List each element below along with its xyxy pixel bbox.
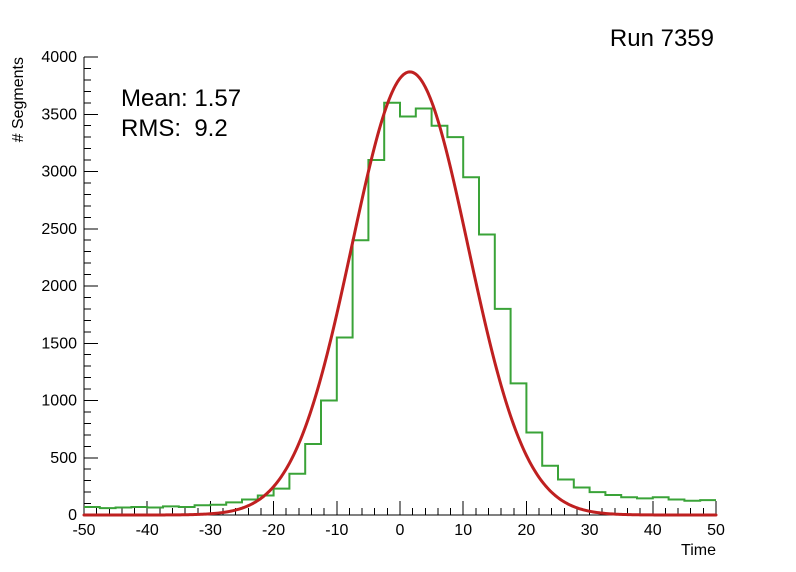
y-tick-label: 500	[50, 450, 77, 467]
stat-rms: RMS: 9.2	[121, 115, 228, 142]
y-tick-label: 4000	[41, 49, 77, 66]
x-tick-label: 50	[707, 522, 725, 539]
y-tick-label: 1000	[41, 393, 77, 410]
y-tick-label: 3000	[41, 164, 77, 181]
y-axis-title: # Segments	[10, 57, 27, 142]
x-tick-label: -40	[136, 522, 159, 539]
plot-layer: -50 -40 -30 -20 -10 0 10 20 30 40 5005001000150020…	[41, 49, 725, 539]
y-tick-label: 1500	[41, 335, 77, 352]
x-tick-label: 20	[518, 522, 536, 539]
x-tick-label: -20	[262, 522, 285, 539]
x-tick-label: 30	[581, 522, 599, 539]
x-tick-label: -30	[199, 522, 222, 539]
fit-curve	[82, 70, 718, 517]
y-tick-label: 2500	[41, 221, 77, 238]
x-tick-label: -50	[72, 522, 95, 539]
x-tick-label: -10	[325, 522, 348, 539]
stat-mean: Mean: 1.57	[121, 85, 241, 112]
x-axis-title: Time	[681, 542, 716, 559]
y-tick-label: 3500	[41, 106, 77, 123]
y-tick-label: 0	[68, 507, 77, 524]
plot-title: Run 7359	[610, 25, 714, 52]
x-tick-label: 40	[644, 522, 662, 539]
histogram-line	[84, 101, 716, 510]
x-tick-label: 10	[454, 522, 472, 539]
y-tick-label: 2000	[41, 278, 77, 295]
x-tick-label: 0	[396, 522, 405, 539]
